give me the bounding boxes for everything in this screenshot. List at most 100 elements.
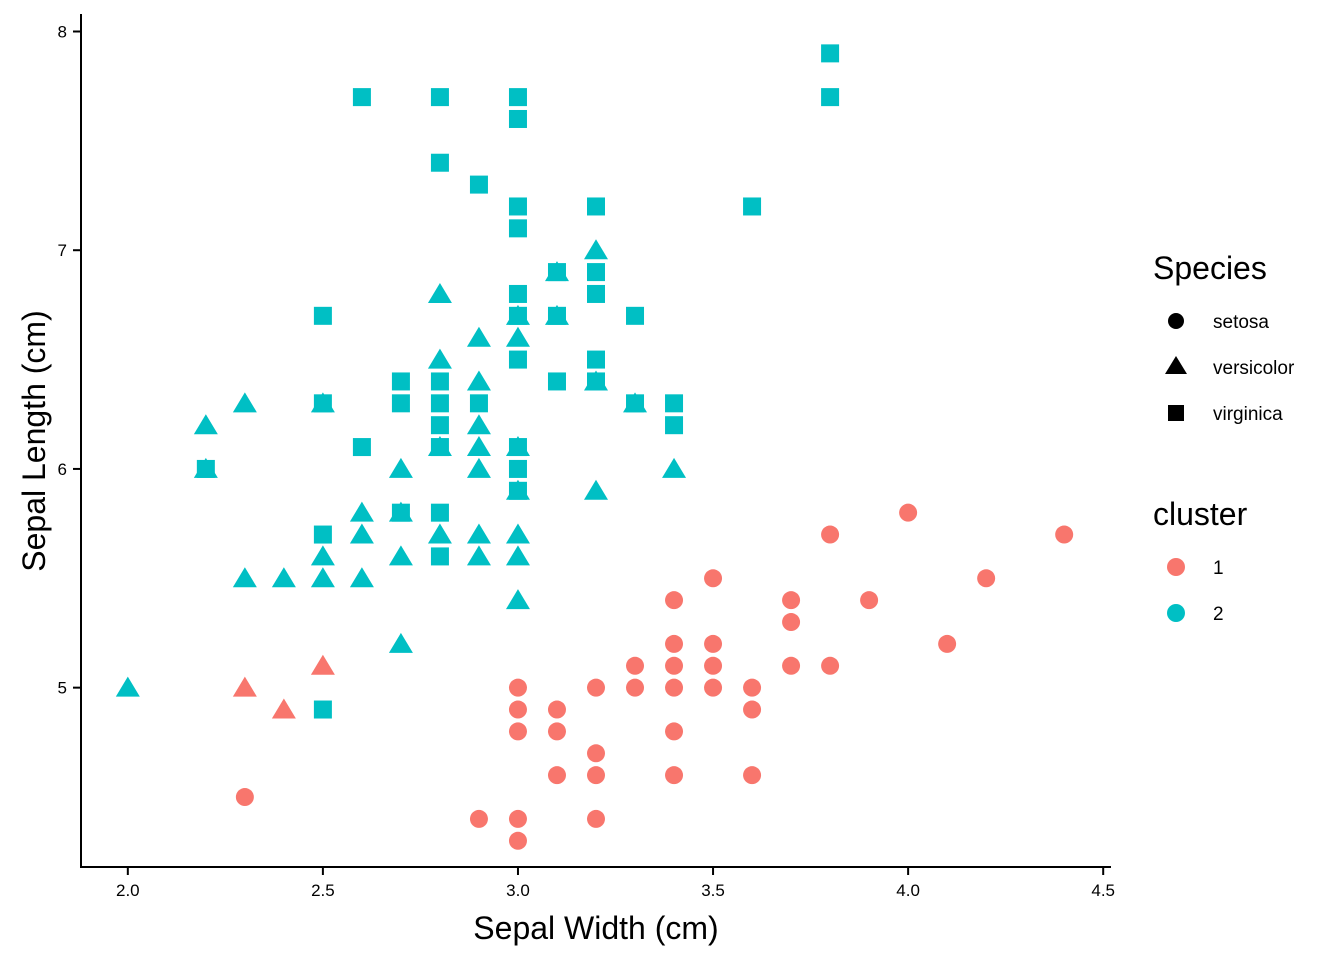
point-versicolor-cluster-2: [349, 523, 374, 544]
point-setosa-cluster-1: [508, 809, 527, 828]
point-versicolor-cluster-2: [466, 370, 491, 391]
point-virginica-cluster-2: [665, 416, 684, 435]
legend-species: Species setosa versicolor virginica: [1153, 250, 1295, 425]
point-setosa-cluster-1: [821, 525, 840, 544]
point-versicolor-cluster-2: [388, 457, 413, 478]
legend-square-icon: [1168, 405, 1184, 421]
point-versicolor-cluster-1: [271, 698, 296, 719]
point-setosa-cluster-1: [547, 722, 566, 741]
point-virginica-cluster-2: [508, 284, 527, 303]
point-versicolor-cluster-2: [388, 545, 413, 566]
point-setosa-cluster-1: [743, 678, 762, 697]
point-setosa-cluster-1: [665, 722, 684, 741]
point-setosa-cluster-1: [235, 788, 254, 807]
point-versicolor-cluster-1: [310, 654, 335, 675]
point-virginica-cluster-2: [508, 197, 527, 216]
legend-label-cluster-1: 1: [1213, 558, 1224, 579]
x-tick-label: 2.5: [311, 881, 335, 900]
point-versicolor-cluster-2: [310, 567, 335, 588]
point-setosa-cluster-1: [547, 700, 566, 719]
point-versicolor-cluster-2: [349, 567, 374, 588]
point-virginica-cluster-2: [430, 394, 449, 413]
point-setosa-cluster-1: [704, 678, 723, 697]
point-virginica-cluster-2: [508, 219, 527, 238]
legend-cluster-1-icon: [1167, 558, 1185, 576]
point-versicolor-cluster-2: [427, 348, 452, 369]
point-virginica-cluster-2: [587, 197, 605, 216]
point-setosa-cluster-1: [821, 656, 840, 675]
legend-cluster: cluster 1 2: [1153, 496, 1248, 625]
point-setosa-cluster-1: [469, 809, 488, 828]
point-setosa-cluster-1: [508, 831, 527, 850]
x-tick-label: 3.5: [701, 881, 725, 900]
point-virginica-cluster-2: [508, 306, 527, 325]
point-virginica-cluster-2: [469, 394, 488, 413]
point-setosa-cluster-1: [704, 656, 723, 675]
point-setosa-cluster-1: [860, 591, 879, 610]
point-versicolor-cluster-1: [232, 676, 257, 697]
point-setosa-cluster-1: [665, 766, 684, 785]
point-setosa-cluster-1: [665, 678, 684, 697]
axes: 2.0 2.5 3.0 3.5 4.0 4.5 5 6 7 8 Sepal Width (cm)…: [16, 14, 1115, 946]
point-setosa-cluster-1: [782, 591, 801, 610]
point-setosa-cluster-1: [626, 678, 645, 697]
point-setosa-cluster-1: [704, 634, 723, 653]
point-versicolor-cluster-2: [232, 392, 257, 413]
point-setosa-cluster-1: [665, 656, 684, 675]
point-versicolor-cluster-2: [466, 326, 491, 347]
y-ticks: 5 6 7 8: [58, 22, 80, 698]
point-virginica-cluster-2: [665, 394, 684, 413]
point-versicolor-cluster-2: [584, 479, 608, 500]
legend-triangle-icon: [1165, 356, 1187, 374]
point-virginica-cluster-2: [547, 306, 566, 325]
point-setosa-cluster-1: [587, 678, 605, 697]
point-versicolor-cluster-2: [505, 545, 530, 566]
point-virginica-cluster-2: [196, 459, 215, 478]
point-versicolor-cluster-2: [662, 457, 687, 478]
point-virginica-cluster-2: [626, 394, 645, 413]
point-versicolor-cluster-2: [505, 523, 530, 544]
point-versicolor-cluster-2: [115, 676, 140, 697]
point-virginica-cluster-2: [626, 306, 645, 325]
x-ticks: 2.0 2.5 3.0 3.5 4.0 4.5: [116, 868, 1115, 900]
point-versicolor-cluster-2: [505, 326, 530, 347]
point-versicolor-cluster-2: [232, 567, 257, 588]
point-virginica-cluster-2: [508, 88, 527, 107]
point-versicolor-cluster-2: [466, 523, 491, 544]
point-versicolor-cluster-2: [466, 436, 491, 457]
legend-label-cluster-2: 2: [1213, 604, 1224, 625]
point-virginica-cluster-2: [587, 350, 605, 369]
point-virginica-cluster-2: [391, 503, 410, 522]
point-versicolor-cluster-2: [584, 239, 608, 260]
point-virginica-cluster-2: [352, 88, 371, 107]
x-axis-title: Sepal Width (cm): [473, 910, 718, 946]
point-setosa-cluster-1: [587, 766, 605, 785]
point-virginica-cluster-2: [508, 438, 527, 457]
point-virginica-cluster-2: [508, 109, 527, 128]
x-tick-label: 4.0: [896, 881, 920, 900]
legend-label-setosa: setosa: [1213, 312, 1269, 333]
point-versicolor-cluster-2: [427, 282, 452, 303]
point-virginica-cluster-2: [508, 481, 527, 500]
point-versicolor-cluster-2: [271, 567, 296, 588]
legend-label-virginica: virginica: [1213, 404, 1283, 425]
point-versicolor-cluster-2: [466, 457, 491, 478]
point-virginica-cluster-2: [547, 263, 566, 282]
y-tick-label: 6: [58, 460, 67, 479]
point-versicolor-cluster-2: [349, 501, 374, 522]
legend-species-title: Species: [1153, 250, 1267, 286]
y-tick-label: 7: [58, 241, 67, 260]
point-virginica-cluster-2: [508, 459, 527, 478]
point-virginica-cluster-2: [313, 525, 332, 544]
legend-cluster-title: cluster: [1153, 496, 1248, 532]
point-setosa-cluster-1: [626, 656, 645, 675]
point-setosa-cluster-1: [547, 766, 566, 785]
point-virginica-cluster-2: [430, 372, 449, 391]
point-virginica-cluster-2: [391, 394, 410, 413]
point-virginica-cluster-2: [430, 416, 449, 435]
point-setosa-cluster-1: [1055, 525, 1074, 544]
point-setosa-cluster-1: [587, 809, 605, 828]
y-tick-label: 8: [58, 22, 67, 41]
point-virginica-cluster-2: [821, 44, 840, 63]
